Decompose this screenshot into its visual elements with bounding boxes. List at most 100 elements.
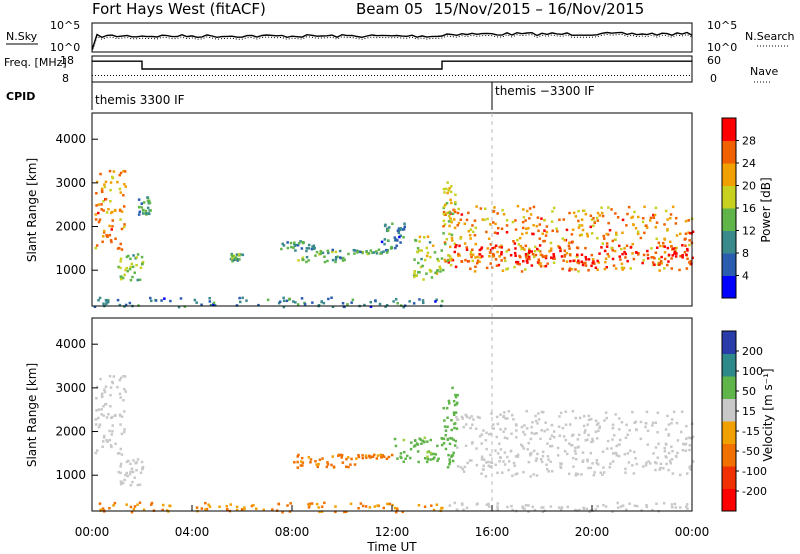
cell-4-2 (349, 463, 352, 466)
cell-3-9 (592, 224, 595, 228)
cell-4-6 (537, 412, 540, 415)
cell-3-8 (419, 265, 423, 269)
xtick-label: 00:00 (675, 525, 710, 539)
cell-4-6 (522, 447, 525, 450)
cell-4-2 (314, 460, 317, 463)
cell-3-3 (236, 257, 239, 261)
colorbar-segment (722, 253, 736, 276)
cell-3-9 (674, 222, 678, 225)
cell-4-1 (125, 471, 128, 475)
cell-3-7 (403, 225, 406, 228)
cell-3-11 (442, 219, 446, 223)
colorbar-label: 4 (742, 270, 749, 283)
cell-3-9 (486, 247, 490, 250)
cell-4-4 (430, 453, 433, 456)
cell-4-6 (529, 475, 532, 478)
cell-4-6 (549, 437, 552, 440)
cell-3-9 (456, 224, 459, 227)
cell-4-5 (452, 400, 456, 403)
cell-3-9 (657, 241, 661, 245)
cell-4-6 (625, 423, 628, 427)
cell-3-9 (485, 230, 488, 234)
cell-4-7 (225, 505, 228, 508)
cell-4-6 (547, 470, 550, 473)
xlabel: Time UT (366, 540, 417, 554)
cell-3-9 (495, 264, 499, 267)
cell-3-9 (600, 206, 603, 209)
noise-right-tick-bottom: 10^0 (707, 41, 737, 54)
cell-3-5 (341, 259, 345, 262)
cell-4-8 (521, 506, 525, 510)
cell-3-9 (516, 262, 519, 266)
cell-3-12 (322, 301, 326, 305)
cell-3-12 (124, 303, 128, 307)
cell-4-6 (583, 414, 586, 418)
cell-3-4 (312, 244, 316, 247)
cell-4-3 (361, 454, 364, 457)
cell-4-6 (519, 443, 523, 446)
cell-3-6 (377, 248, 381, 251)
cell-4-0 (120, 453, 124, 456)
cell-4-6 (659, 466, 662, 470)
cell-3-9 (688, 243, 691, 247)
cell-3-10 (587, 258, 591, 261)
cell-3-7 (402, 227, 406, 231)
cell-3-6 (367, 252, 371, 255)
cell-3-9 (664, 209, 668, 213)
cell-4-6 (462, 425, 465, 429)
cell-4-6 (541, 450, 545, 454)
cell-4-0 (103, 434, 106, 438)
cell-3-4 (312, 247, 316, 250)
cell-3-9 (496, 232, 499, 235)
cell-4-2 (353, 463, 357, 466)
cell-3-9 (607, 221, 610, 225)
cell-4-7 (388, 502, 391, 506)
cell-3-10 (670, 245, 673, 248)
cell-4-3 (365, 456, 368, 459)
cell-4-6 (522, 470, 525, 474)
cell-4-6 (546, 455, 550, 458)
cell-4-4 (413, 444, 417, 447)
cell-3-9 (568, 241, 571, 245)
cell-3-12 (128, 301, 132, 305)
cell-3-9 (615, 231, 618, 235)
cell-4-2 (345, 465, 348, 468)
cell-4-0 (102, 414, 105, 417)
cell-3-10 (516, 260, 520, 264)
cell-3-9 (688, 231, 692, 235)
cell-3-2 (145, 212, 148, 215)
cell-3-11 (449, 255, 452, 258)
cpid-entry-2: themis −3300 IF (495, 84, 595, 98)
cell-4-1 (119, 462, 123, 466)
cell-4-6 (634, 420, 637, 424)
cell-3-9 (631, 242, 634, 246)
cell-4-3 (385, 457, 389, 460)
cell-4-6 (549, 460, 552, 463)
cell-4-1 (133, 476, 136, 479)
cell-4-6 (540, 429, 543, 432)
cell-3-10 (606, 252, 609, 256)
cell-4-0 (119, 423, 122, 426)
cell-3-9 (558, 246, 561, 249)
cell-3-10 (629, 246, 633, 249)
cell-3-10 (498, 245, 501, 249)
cell-3-9 (518, 236, 522, 240)
cell-3-9 (691, 230, 695, 233)
cell-3-2 (141, 212, 145, 215)
cell-3-10 (500, 246, 503, 249)
cell-4-6 (632, 472, 636, 475)
cell-3-9 (543, 239, 546, 243)
cell-3-12 (169, 299, 172, 303)
cell-3-8 (418, 240, 421, 243)
cell-3-8 (439, 270, 442, 273)
cell-3-9 (570, 268, 574, 271)
cell-3-9 (492, 209, 496, 213)
cell-3-9 (502, 213, 506, 216)
cell-3-0 (123, 205, 126, 208)
cell-4-0 (99, 377, 102, 381)
cell-4-6 (620, 421, 624, 424)
cell-4-5 (452, 438, 455, 441)
cell-4-6 (676, 451, 679, 455)
cell-4-6 (543, 429, 546, 433)
